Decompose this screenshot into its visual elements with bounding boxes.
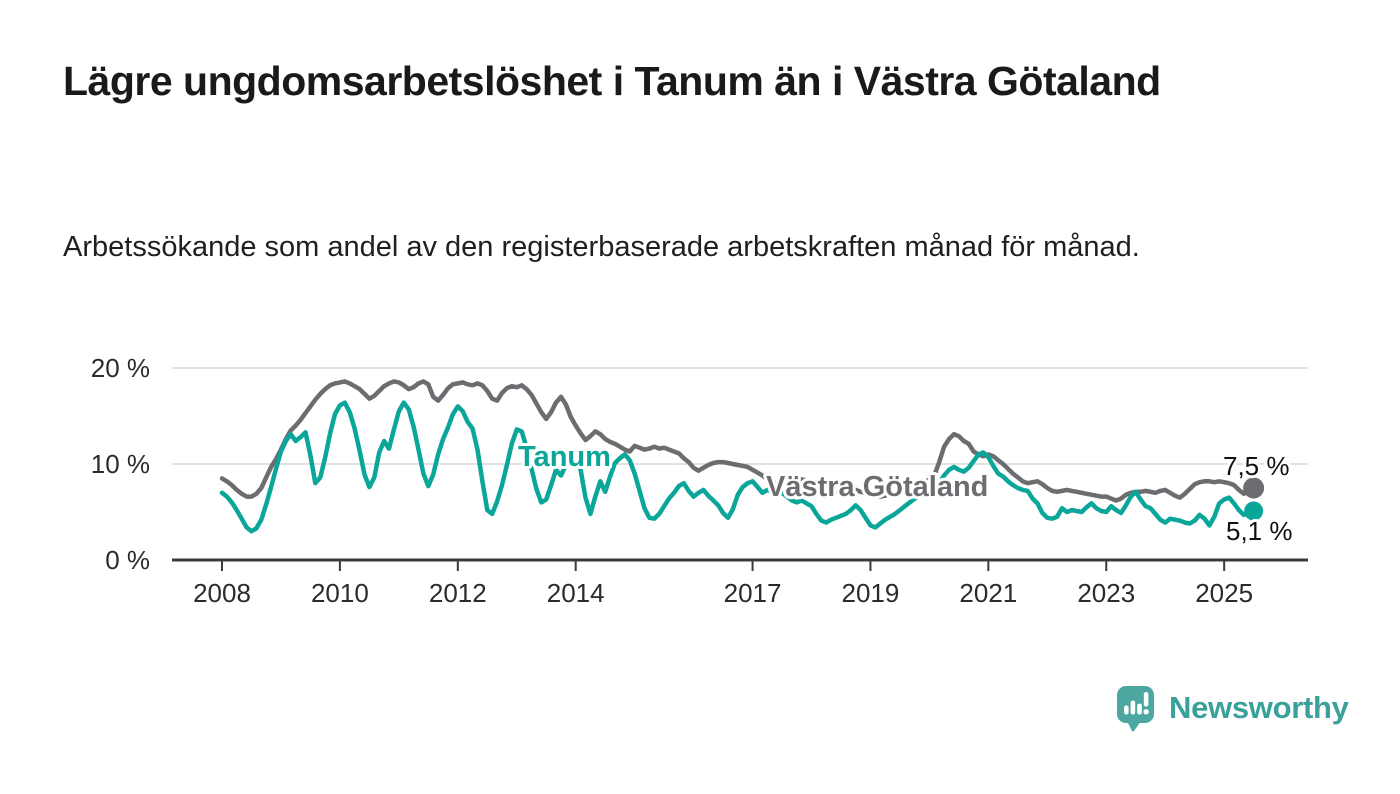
x-tick-label-2025: 2025 xyxy=(1195,578,1253,608)
tanum-end-label: 5,1 % xyxy=(1226,516,1293,546)
x-tick-label-2023: 2023 xyxy=(1077,578,1135,608)
x-tick-label-2017: 2017 xyxy=(724,578,782,608)
tanum-series-label: Tanum xyxy=(518,441,611,473)
y-tick-label-20: 20 % xyxy=(91,353,150,383)
tanum-end-dot xyxy=(1244,501,1264,521)
x-tick-label-2008: 2008 xyxy=(193,578,251,608)
x-tick-label-2019: 2019 xyxy=(842,578,900,608)
x-tick-label-2012: 2012 xyxy=(429,578,487,608)
vastra-gotaland-series-label: Västra Götaland xyxy=(766,471,988,503)
newsworthy-logo: Newsworthy xyxy=(1116,684,1349,732)
y-tick-label-10: 10 % xyxy=(91,449,150,479)
newsworthy-logo-text: Newsworthy xyxy=(1169,690,1349,725)
x-tick-label-2014: 2014 xyxy=(547,578,605,608)
vastra-gotaland-line xyxy=(219,379,1256,503)
x-tick-label-2010: 2010 xyxy=(311,578,369,608)
chart-subtitle: Arbetssökande som andel av den registerb… xyxy=(63,231,1140,263)
newsworthy-bubble-chart-icon xyxy=(1117,686,1154,732)
chart-title: Lägre ungdomsarbetslöshet i Tanum än i V… xyxy=(63,58,1161,104)
vastra-gotaland-end-dot xyxy=(1243,477,1265,499)
tanum-line xyxy=(219,400,1256,534)
vastra-gotaland-end-label: 7,5 % xyxy=(1223,451,1290,481)
x-tick-label-2021: 2021 xyxy=(959,578,1017,608)
y-tick-label-0: 0 % xyxy=(105,545,150,575)
